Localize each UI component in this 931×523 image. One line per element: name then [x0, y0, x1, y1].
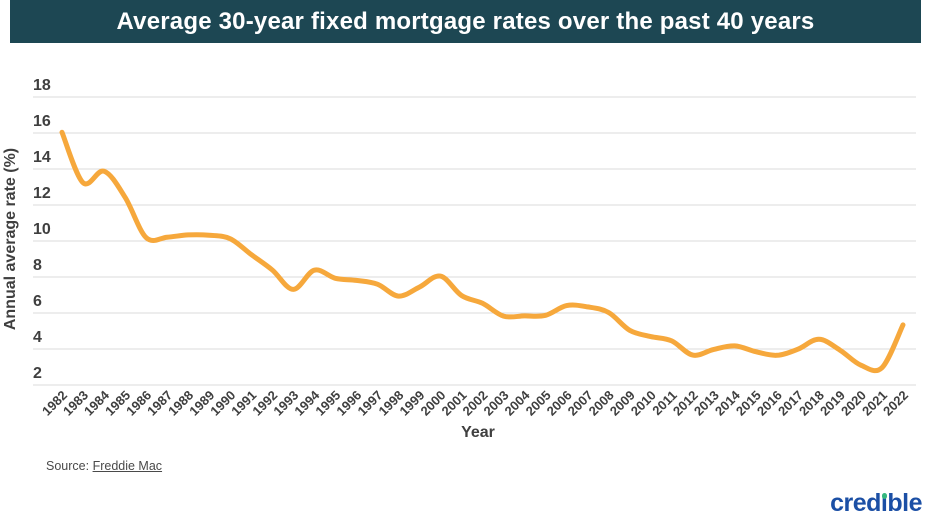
y-tick-label: 8	[33, 257, 42, 274]
credible-logo: credıble	[830, 491, 922, 516]
y-tick-label: 4	[33, 329, 42, 346]
y-tick-label: 18	[33, 77, 51, 94]
x-tick-label: 2022	[880, 388, 911, 419]
logo-text-prefix: cred	[830, 489, 881, 517]
source-link-freddie-mac[interactable]: Freddie Mac	[92, 459, 163, 473]
y-axis-title: Annual average rate (%)	[2, 148, 19, 330]
y-tick-label: 6	[33, 293, 42, 310]
logo-text-suffix: ble	[887, 489, 922, 517]
y-tick-label: 12	[33, 185, 51, 202]
chart-title: Average 30-year fixed mortgage rates ove…	[116, 7, 815, 35]
y-tick-label: 14	[33, 149, 51, 166]
chart-title-bar: Average 30-year fixed mortgage rates ove…	[10, 0, 921, 43]
logo-letter-i: ı	[880, 489, 888, 517]
x-axis-title: Year	[461, 424, 495, 441]
y-tick-label: 10	[33, 221, 51, 238]
source-note: Source: Freddie Mac	[46, 459, 162, 473]
y-tick-label: 2	[33, 365, 42, 382]
source-label: Source:	[46, 459, 93, 473]
y-tick-label: 16	[33, 113, 51, 130]
rate-line	[59, 129, 906, 374]
